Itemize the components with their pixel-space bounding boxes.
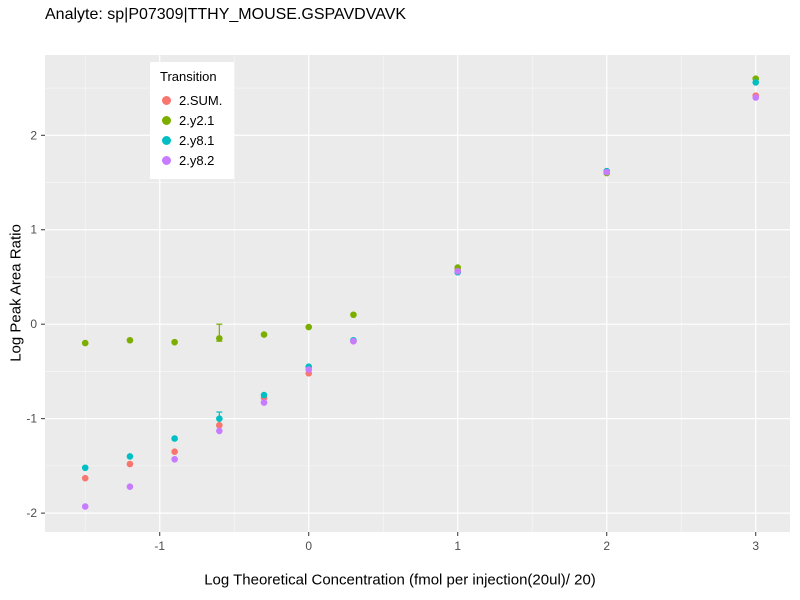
data-point [126, 336, 134, 344]
data-point [305, 323, 313, 331]
y-tick-label: 2 [30, 128, 37, 142]
data-point [81, 503, 89, 510]
x-tick-label: -1 [154, 539, 165, 553]
legend-key-dot [162, 135, 171, 145]
legend-item-label: 2.y8.2 [179, 152, 215, 168]
y-tick-label: -1 [26, 412, 37, 426]
data-point [454, 268, 462, 275]
legend-key-dot [162, 95, 171, 105]
data-point [126, 460, 134, 468]
legend-item: 2.y8.1 [160, 130, 222, 150]
y-tick-label: 0 [30, 317, 37, 331]
data-point [216, 335, 223, 342]
data-point [126, 453, 134, 460]
legend-item: 2.SUM. [160, 90, 222, 110]
data-point [350, 311, 357, 319]
legend-items: 2.SUM. 2.y2.1 2.y8.1 2.y8.2 [160, 90, 222, 170]
data-point [81, 474, 89, 482]
data-point [81, 339, 89, 347]
legend-title: Transition [160, 69, 217, 84]
data-point [171, 435, 178, 442]
y-axis-label: Log Peak Area Ratio [7, 224, 25, 362]
legend-item-label: 2.SUM. [179, 92, 223, 108]
y-tick-label: -2 [26, 506, 37, 520]
data-point [216, 427, 223, 435]
data-point [260, 399, 268, 406]
data-point [260, 391, 268, 399]
legend-item-label: 2.y2.1 [179, 112, 215, 128]
legend-item: 2.y8.2 [160, 150, 222, 170]
data-point [81, 464, 89, 472]
x-tick-label: 2 [603, 539, 610, 553]
data-point [350, 337, 357, 345]
x-tick-label: 3 [752, 539, 759, 553]
data-point [171, 338, 178, 346]
legend: Transition 2.SUM. 2.y2.1 2.y8.1 2.y8.2 [150, 62, 235, 179]
x-tick-label: 1 [454, 539, 461, 553]
data-point [216, 421, 223, 429]
legend-item-label: 2.y8.1 [179, 132, 215, 148]
legend-key-dot [162, 155, 171, 165]
data-point [171, 455, 178, 463]
chart-title: Analyte: sp|P07309|TTHY_MOUSE.GSPAVDVAVK [45, 6, 407, 23]
data-point [305, 366, 313, 373]
data-point [752, 79, 760, 86]
legend-key-dot [162, 115, 171, 125]
data-point [260, 331, 268, 338]
data-point [171, 448, 178, 456]
legend-item: 2.y2.1 [160, 110, 222, 130]
y-tick-label: 1 [30, 223, 37, 237]
data-point [216, 415, 223, 422]
data-point [126, 483, 134, 490]
data-point [603, 168, 611, 176]
data-point [752, 94, 760, 101]
x-tick-label: 0 [305, 539, 312, 553]
x-axis-label: Log Theoretical Concentration (fmol per … [204, 571, 596, 589]
